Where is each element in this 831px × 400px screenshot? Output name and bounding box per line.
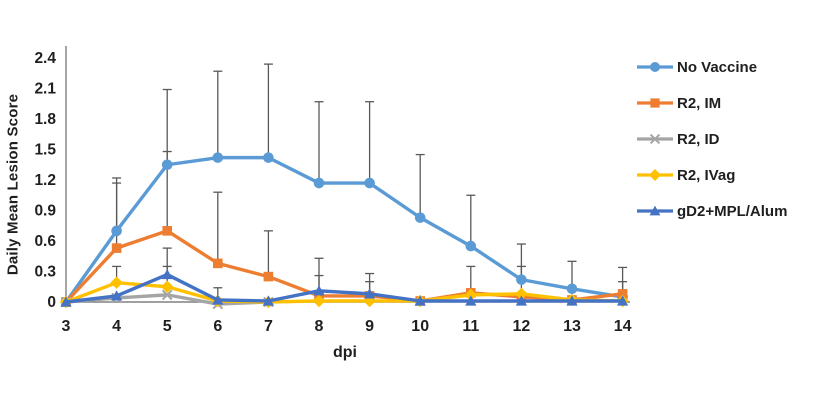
- legend-label-r2-ivag: R2, IVag: [677, 166, 736, 184]
- data-point-no-vaccine: [414, 212, 426, 223]
- x-tick-label: 7: [264, 318, 273, 335]
- x-tick-label: 13: [563, 318, 581, 335]
- data-point-gd2-mpl-alum: [262, 295, 274, 306]
- data-point-no-vaccine: [516, 274, 527, 285]
- y-tick-label: 2.1: [34, 81, 56, 98]
- data-point-gd2-mpl-alum: [515, 295, 527, 306]
- y-tick-label: 0.3: [34, 264, 56, 281]
- data-point-gd2-mpl-alum: [566, 295, 578, 306]
- data-point-r2-im: [111, 243, 122, 253]
- data-point-r2-im: [617, 289, 628, 299]
- data-point-r2-im: [213, 258, 223, 269]
- legend-label-r2-id: R2, ID: [677, 130, 720, 148]
- y-axis-title: Daily Mean Lesion Score: [4, 93, 22, 276]
- x-tick-label: 6: [213, 318, 222, 335]
- legend-label-gd2-mpl-alum: gD2+MPL/Alum: [677, 202, 788, 220]
- data-point-no-vaccine: [313, 177, 325, 189]
- data-point-gd2-mpl-alum: [60, 296, 72, 307]
- y-tick-label: 1.5: [34, 142, 56, 159]
- data-point-r2-ivag: [464, 288, 478, 302]
- legend-marker-x-icon: [637, 133, 673, 145]
- x-tick-label: 3: [62, 318, 71, 335]
- data-point-gd2-mpl-alum: [364, 288, 376, 299]
- data-point-no-vaccine: [111, 225, 122, 237]
- legend-item-gd2-mpl-alum: gD2+MPL/Alum: [636, 198, 787, 224]
- data-point-no-vaccine: [263, 152, 274, 163]
- data-point-gd2-mpl-alum: [161, 268, 173, 280]
- data-point-no-vaccine: [566, 283, 578, 295]
- data-point-no-vaccine: [465, 240, 477, 252]
- legend-label-no-vaccine: No Vaccine: [677, 58, 758, 76]
- legend-item-r2-id: R2, ID: [636, 126, 787, 152]
- data-point-gd2-mpl-alum: [313, 285, 325, 296]
- legend-item-r2-im: R2, IM: [636, 90, 787, 116]
- y-tick-label: 1.8: [34, 111, 56, 128]
- x-tick-label: 10: [411, 318, 429, 335]
- series-line-r2-ivag: [64, 280, 625, 304]
- data-point-gd2-mpl-alum: [212, 294, 224, 305]
- legend-marker-diamond-icon: [637, 169, 673, 181]
- data-point-r2-ivag: [110, 276, 123, 289]
- x-tick-label: 9: [365, 318, 374, 335]
- legend-marker-triangle-icon: [637, 205, 673, 216]
- legend-label-r2-im: R2, IM: [677, 94, 722, 112]
- y-tick-label: 2.4: [34, 50, 56, 67]
- legend-marker-circle-icon: [637, 62, 673, 72]
- data-point-r2-ivag: [160, 280, 174, 293]
- data-point-gd2-mpl-alum: [414, 295, 426, 306]
- data-point-gd2-mpl-alum: [111, 290, 123, 301]
- data-point-no-vaccine: [161, 159, 173, 171]
- x-tick-label: 11: [462, 318, 479, 335]
- series-line-no-vaccine: [64, 155, 625, 304]
- data-point-gd2-mpl-alum: [617, 295, 629, 306]
- series-line-gd2-mpl-alum: [64, 272, 625, 304]
- data-point-no-vaccine: [212, 152, 224, 163]
- x-tick-label: 12: [513, 318, 531, 335]
- y-tick-label: 1.2: [34, 172, 56, 189]
- data-point-r2-ivag: [312, 294, 326, 308]
- legend-marker-square-icon: [637, 98, 673, 108]
- x-tick-label: 14: [614, 318, 632, 335]
- y-tick-label: 0: [47, 294, 56, 311]
- data-point-r2-id: [161, 289, 173, 301]
- data-point-no-vaccine: [364, 177, 375, 189]
- legend: No Vaccine R2, IM R2, ID R2, IVag gD2+MPL/Al…: [636, 54, 787, 234]
- series-line-r2-im: [64, 229, 625, 304]
- x-tick-label: 5: [163, 318, 172, 335]
- data-point-r2-im: [263, 271, 274, 282]
- x-tick-label: 4: [112, 318, 121, 335]
- x-axis-title: dpi: [333, 344, 357, 361]
- data-point-gd2-mpl-alum: [465, 295, 477, 306]
- data-point-r2-im: [162, 226, 172, 236]
- legend-item-no-vaccine: No Vaccine: [636, 54, 787, 80]
- y-tick-label: 0.6: [34, 233, 56, 250]
- x-tick-label: 8: [315, 318, 324, 335]
- y-tick-label: 0.9: [34, 203, 56, 220]
- legend-item-r2-ivag: R2, IVag: [636, 162, 787, 188]
